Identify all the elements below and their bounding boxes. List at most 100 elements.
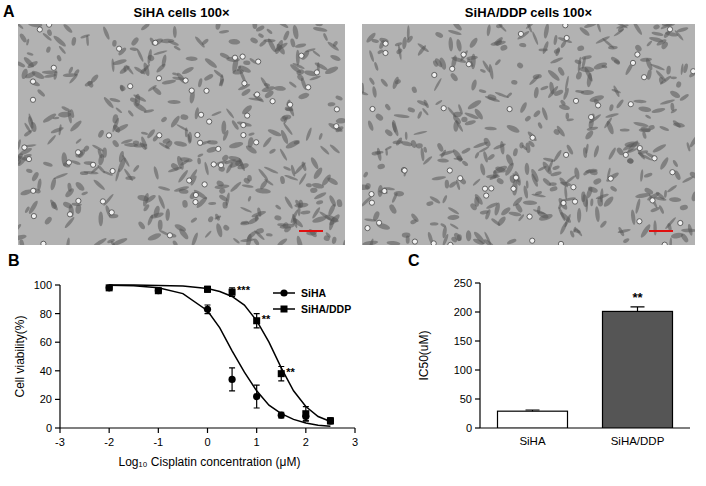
x-tick	[158, 428, 159, 433]
cell	[490, 217, 501, 226]
round-cell	[30, 79, 35, 84]
y-tick	[475, 427, 480, 428]
cell	[480, 68, 487, 73]
cell	[538, 213, 553, 223]
cell	[143, 203, 151, 212]
cell	[295, 43, 307, 49]
cell	[671, 232, 684, 239]
round-cell	[128, 84, 133, 89]
round-cell	[370, 106, 375, 111]
error-bar	[229, 368, 235, 391]
cell	[180, 114, 189, 121]
cell	[543, 157, 556, 163]
cell	[687, 224, 693, 237]
error-bar	[327, 418, 333, 424]
panel-label: B	[8, 252, 20, 269]
round-cell	[382, 188, 387, 193]
cell	[86, 35, 89, 46]
cell	[549, 185, 558, 192]
data-point	[204, 306, 211, 313]
cell	[679, 204, 688, 210]
cell	[204, 57, 219, 70]
round-cell	[635, 52, 640, 57]
cell	[557, 66, 566, 77]
cell	[438, 57, 447, 71]
round-cell	[334, 124, 339, 129]
x-tick-label: 1	[254, 436, 260, 448]
cell	[197, 158, 201, 165]
y-tick-label: 50	[460, 393, 472, 405]
cell	[298, 92, 311, 101]
cell	[645, 114, 652, 119]
cell	[581, 55, 592, 61]
cell	[160, 116, 168, 123]
round-cell	[216, 146, 221, 151]
cell	[305, 127, 313, 141]
cell	[140, 24, 150, 31]
y-tick-label: 20	[40, 393, 52, 405]
cell	[605, 171, 620, 183]
cell	[430, 222, 439, 226]
round-cell	[383, 50, 388, 55]
cell	[18, 139, 22, 150]
cell	[512, 148, 518, 157]
data-point	[278, 412, 285, 419]
fit-curve	[109, 285, 330, 422]
legend-label: SiHA	[301, 287, 327, 299]
cell	[292, 25, 300, 40]
cell	[589, 94, 605, 104]
round-cell	[51, 65, 56, 70]
y-tick	[55, 399, 60, 400]
y-tick-label: 60	[40, 336, 52, 348]
cell	[18, 24, 24, 30]
error-bar	[205, 286, 211, 292]
round-cell	[447, 168, 452, 173]
legend-label: SiHA/DDP	[301, 303, 351, 315]
cell	[537, 122, 543, 130]
y-tick-label: 100	[34, 279, 52, 291]
cell	[203, 73, 214, 82]
round-cell	[642, 75, 647, 80]
cell	[617, 226, 625, 237]
cell	[362, 240, 378, 245]
cell	[640, 57, 652, 62]
cell	[173, 45, 181, 51]
cell	[368, 50, 375, 63]
cell	[473, 108, 484, 121]
cell	[111, 117, 120, 132]
cell	[329, 54, 341, 62]
cell	[225, 108, 235, 119]
cell	[240, 238, 255, 243]
error-bar	[278, 367, 284, 381]
cell	[453, 157, 463, 160]
cell	[525, 24, 537, 30]
cell	[371, 38, 379, 43]
cell	[605, 112, 619, 118]
cell	[486, 24, 491, 36]
cell	[626, 157, 634, 165]
cell	[498, 24, 507, 32]
cell	[231, 119, 240, 130]
cell	[267, 128, 282, 138]
cell	[558, 176, 569, 188]
round-cell	[650, 198, 655, 203]
cell	[506, 123, 521, 134]
cell	[279, 115, 287, 123]
cell	[602, 37, 616, 49]
figure: ASiHA cells 100×SiHA/DDP cells 100×B0204…	[0, 0, 706, 486]
cell	[500, 44, 509, 52]
cell	[29, 79, 41, 87]
cell	[655, 191, 666, 201]
cell	[71, 37, 77, 46]
cell	[530, 173, 539, 187]
cell	[324, 213, 340, 224]
cell	[526, 180, 529, 188]
cell	[395, 48, 403, 56]
cell	[642, 131, 647, 139]
cell	[43, 161, 54, 168]
round-cell	[202, 182, 207, 187]
micrograph-background	[362, 24, 695, 245]
cell	[605, 120, 615, 135]
cell	[292, 218, 298, 226]
y-tick	[55, 284, 60, 285]
